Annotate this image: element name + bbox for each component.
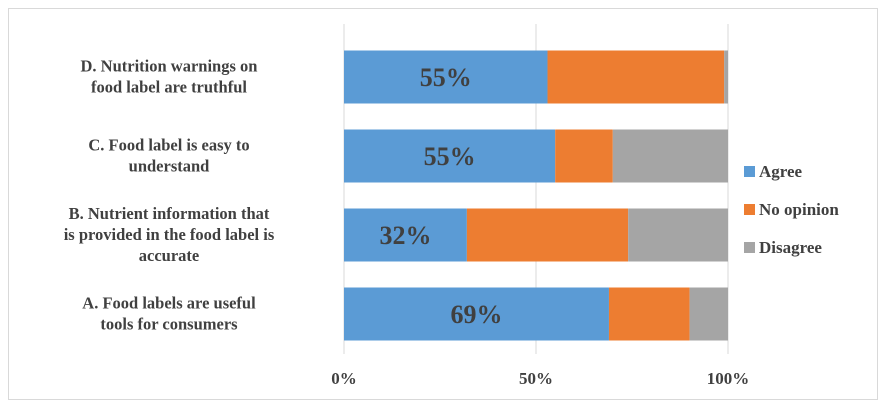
legend-swatch-no-opinion [744,204,755,215]
stacked-bar-chart: 55% D. Nutrition warnings on food label ar… [64,24,839,388]
x-tick-label-0: 0% [331,369,357,388]
legend-label-no-opinion: No opinion [759,200,839,219]
legend-swatch-disagree [744,242,755,253]
category-label-line: B. Nutrient information that [69,204,270,223]
legend-label-disagree: Disagree [759,238,822,257]
category-label-line: A. Food labels are useful [82,294,256,313]
data-label-agree-2: 32% [379,221,431,250]
bar-disagree-0 [724,50,728,104]
bar-agree-0 [344,50,548,104]
chart-frame: 55% D. Nutrition warnings on food label ar… [8,8,878,400]
bar-agree-2 [344,208,467,262]
bar-no-opinion-3 [608,287,690,341]
legend-swatch-agree [744,166,755,177]
bar-disagree-3 [689,287,728,341]
data-label-agree-1: 55% [424,142,476,171]
data-label-agree-0: 55% [420,63,472,92]
bar-no-opinion-2 [466,208,629,262]
bar-no-opinion-0 [547,50,725,104]
category-label-line: accurate [139,246,199,265]
category-label-line: C. Food label is easy to [88,136,249,155]
bar-disagree-1 [612,129,728,183]
category-label-3: A. Food labels are useful tools for consu… [82,294,256,334]
bar-agree-3 [344,287,609,341]
category-label-0: D. Nutrition warnings on food label are t… [81,57,258,97]
category-label-line: is provided in the food label is [64,225,275,244]
x-tick-label-50: 50% [519,369,553,388]
category-label-line: tools for consumers [100,315,238,334]
data-label-agree-3: 69% [450,300,502,329]
bar-agree-1 [344,129,556,183]
category-label-1: C. Food label is easy to understand [88,136,249,176]
category-label-line: D. Nutrition warnings on [81,57,258,76]
bar-disagree-2 [628,208,728,262]
category-label-line: understand [129,157,210,176]
legend-label-agree: Agree [759,162,803,181]
category-label-2: B. Nutrient information that is provided … [64,204,275,265]
x-tick-label-100: 100% [707,369,750,388]
category-label-line: food label are truthful [91,78,247,97]
bar-no-opinion-1 [555,129,613,183]
